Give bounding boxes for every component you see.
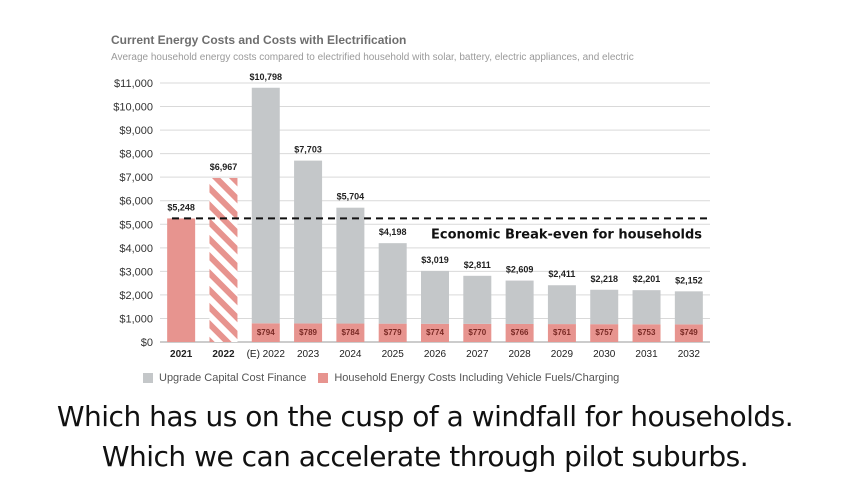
energy-cost-bar-chart: $0 $1,000 $2,000 $3,000 $4,000 $5,000 $6,000 $7…: [113, 72, 710, 360]
x-tick-label: 2024: [339, 349, 362, 360]
x-tick-label: 2021: [170, 349, 193, 360]
legend-label-capital: Upgrade Capital Cost Finance: [159, 372, 307, 384]
energy-cost-bar: [378, 323, 407, 342]
capital-cost-bar: [632, 290, 661, 325]
total-value-label: $6,967: [210, 162, 238, 172]
capital-cost-bar: [547, 285, 576, 325]
energy-cost-bar: [336, 323, 365, 342]
chart-legend: Upgrade Capital Cost Finance Household E…: [143, 372, 619, 384]
capital-cost-bar: [421, 270, 449, 324]
total-value-label: $5,704: [337, 192, 365, 202]
energy-value-label: $761: [553, 328, 571, 337]
total-value-label: $2,152: [675, 275, 703, 285]
capital-cost-bar: [463, 275, 492, 324]
energy-value-label: $766: [511, 328, 529, 337]
x-tick-label: 2028: [508, 349, 531, 360]
y-axis-ticks: $0 $1,000 $2,000 $3,000 $4,000 $5,000 $6,000 $7…: [113, 78, 153, 349]
caption-line-2: Which we can accelerate through pilot su…: [101, 440, 749, 473]
energy-cost-bar: [674, 324, 703, 342]
capital-cost-bar: [251, 87, 280, 324]
total-value-label: $7,703: [294, 145, 322, 155]
energy-cost-bar: [251, 323, 280, 342]
chart-title: Current Energy Costs and Costs with Elec…: [111, 33, 407, 47]
energy-cost-bar: [590, 324, 619, 342]
break-even-annotation: Economic Break-even for households: [172, 217, 710, 242]
x-tick-label: 2030: [593, 349, 616, 360]
capital-cost-bar: [378, 243, 407, 324]
legend-item-energy: Household Energy Costs Including Vehicle…: [318, 372, 619, 384]
total-value-label: $3,019: [421, 255, 449, 265]
energy-value-label: $789: [299, 328, 317, 337]
x-tick-label: 2023: [297, 349, 320, 360]
x-tick-label: (E) 2022: [247, 349, 286, 360]
capital-cost-bar: [674, 291, 703, 325]
y-tick-label: $6,000: [119, 196, 153, 208]
energy-value-label: $757: [595, 328, 613, 337]
total-value-label: $2,609: [506, 265, 534, 275]
y-tick-label: $10,000: [113, 102, 153, 114]
legend-swatch-energy: [318, 373, 329, 383]
total-value-label: $4,198: [379, 227, 407, 237]
capital-cost-bar: [590, 289, 619, 325]
y-tick-label: $7,000: [119, 172, 153, 184]
total-value-label: $5,248: [167, 202, 195, 212]
legend-item-capital: Upgrade Capital Cost Finance: [143, 372, 306, 384]
energy-cost-bar: [505, 323, 534, 342]
energy-value-label: $779: [384, 328, 402, 337]
y-tick-label: $9,000: [119, 125, 153, 137]
capital-cost-bar: [294, 160, 323, 324]
x-tick-label: 2027: [466, 349, 489, 360]
energy-value-label: $753: [638, 328, 656, 337]
energy-value-label: $794: [257, 328, 275, 337]
x-tick-label: 2031: [635, 349, 658, 360]
y-tick-label: $1,000: [119, 313, 153, 325]
total-value-label: $10,798: [249, 72, 282, 82]
total-value-label: $2,811: [464, 260, 491, 270]
y-tick-label: $2,000: [119, 290, 153, 302]
y-tick-label: $5,000: [119, 219, 153, 231]
energy-cost-bar: [463, 323, 492, 342]
x-tick-label: 2022: [212, 349, 235, 360]
total-value-label: $2,411: [548, 269, 575, 279]
break-even-label: Economic Break-even for households: [431, 227, 702, 242]
energy-value-label: $784: [341, 328, 359, 337]
y-tick-label: $4,000: [119, 243, 153, 255]
total-value-label: $2,218: [590, 274, 618, 284]
energy-cost-bar: [547, 324, 576, 342]
data-labels: $5,248 $6,967 $10,798 $794 $7,703 $789 $5,704 $…: [167, 72, 702, 337]
y-tick-label: $0: [141, 337, 153, 349]
capital-cost-bar: [505, 280, 534, 324]
total-value-label: $2,201: [633, 274, 661, 284]
energy-cost-bar: [632, 324, 661, 342]
x-tick-label: 2026: [424, 349, 447, 360]
y-tick-label: $8,000: [119, 149, 153, 161]
energy-value-label: $749: [680, 328, 698, 337]
energy-value-label: $774: [426, 328, 444, 337]
legend-label-energy: Household Energy Costs Including Vehicle…: [334, 372, 620, 384]
legend-swatch-capital: [143, 373, 153, 383]
caption-line-1: Which has us on the cusp of a windfall f…: [56, 400, 794, 433]
bars: [167, 87, 703, 342]
y-tick-label: $11,000: [114, 78, 153, 90]
x-axis-ticks: 2021 2022 (E) 2022 2023 2024 2025 2026 2027 2028…: [170, 349, 700, 360]
capital-cost-bar: [336, 207, 365, 324]
y-tick-label: $3,000: [119, 266, 153, 278]
energy-cost-bar: [209, 177, 238, 342]
energy-cost-bar: [421, 323, 449, 342]
x-tick-label: 2032: [678, 349, 701, 360]
x-tick-label: 2029: [551, 349, 574, 360]
energy-cost-bar: [167, 218, 196, 342]
energy-value-label: $770: [468, 328, 486, 337]
x-tick-label: 2025: [382, 349, 405, 360]
chart-subtitle: Average household energy costs compared …: [111, 52, 634, 63]
energy-cost-bar: [294, 323, 323, 342]
